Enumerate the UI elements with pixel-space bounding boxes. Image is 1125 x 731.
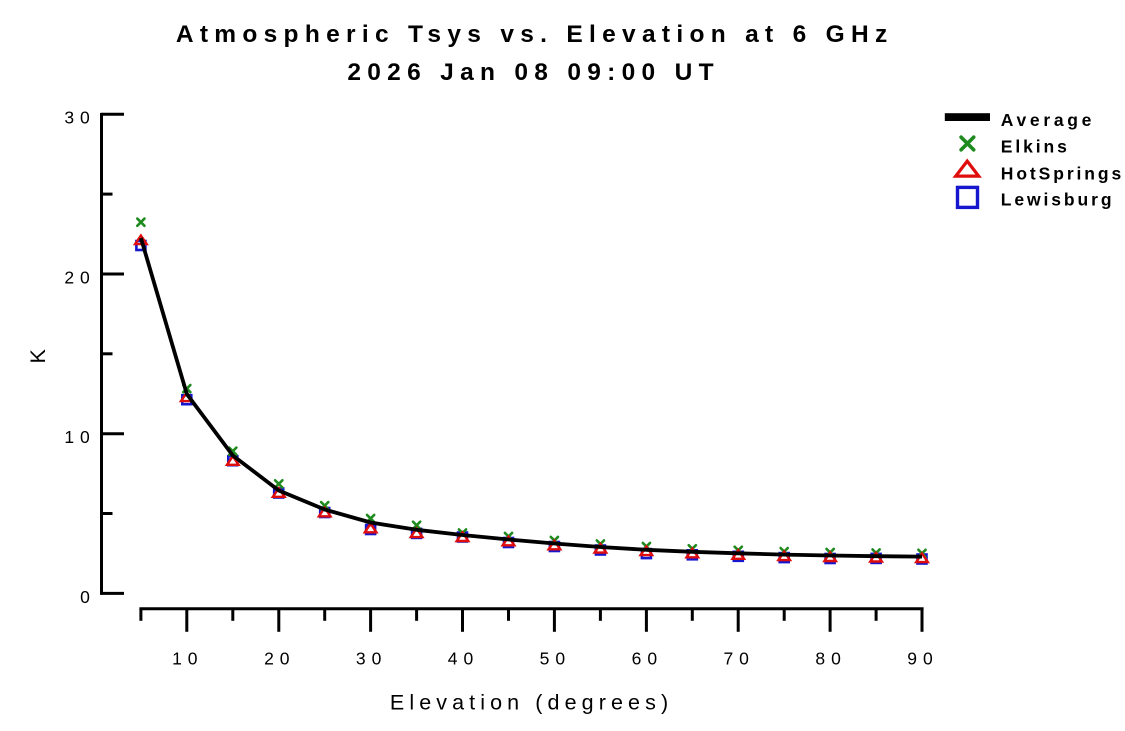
- svg-text:K: K: [26, 344, 50, 363]
- svg-text:HotSprings: HotSprings: [1001, 164, 1124, 184]
- svg-text:Average: Average: [1001, 110, 1095, 130]
- svg-text:Elkins: Elkins: [1001, 136, 1070, 156]
- svg-text:20: 20: [64, 267, 95, 287]
- svg-text:40: 40: [448, 649, 479, 669]
- svg-text:70: 70: [723, 649, 754, 669]
- svg-text:80: 80: [815, 649, 846, 669]
- svg-text:60: 60: [632, 649, 663, 669]
- svg-text:Atmospheric Tsys vs. Elevation: Atmospheric Tsys vs. Elevation at 6 GHz: [176, 21, 894, 48]
- svg-text:Lewisburg: Lewisburg: [1001, 190, 1115, 210]
- svg-text:0: 0: [80, 587, 96, 607]
- svg-text:2026 Jan 08 09:00 UT: 2026 Jan 08 09:00 UT: [347, 59, 720, 86]
- svg-text:10: 10: [64, 427, 95, 447]
- svg-text:30: 30: [356, 649, 387, 669]
- svg-text:10: 10: [172, 649, 203, 669]
- svg-text:Elevation (degrees): Elevation (degrees): [390, 691, 673, 715]
- svg-text:30: 30: [64, 108, 95, 128]
- svg-text:90: 90: [907, 649, 938, 669]
- svg-text:50: 50: [540, 649, 571, 669]
- svg-text:20: 20: [264, 649, 295, 669]
